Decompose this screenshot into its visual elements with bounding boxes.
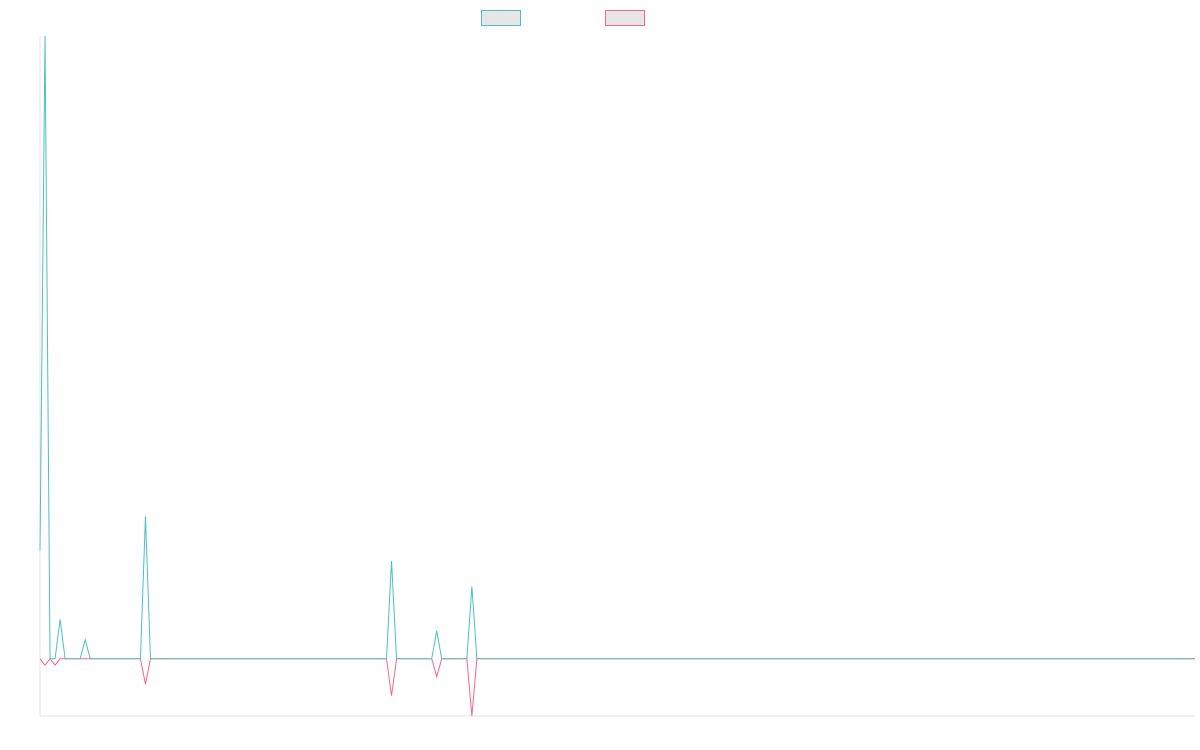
- series-layer: [39, 35, 1195, 717]
- legend: [481, 10, 645, 26]
- axes: [39, 36, 1195, 717]
- legend-swatch: [605, 10, 645, 26]
- legend-item-1[interactable]: [481, 10, 521, 26]
- series-line-2: [39, 657, 1195, 717]
- series-line-1: [39, 35, 1195, 660]
- legend-item-2[interactable]: [605, 10, 645, 26]
- legend-swatch: [481, 10, 521, 26]
